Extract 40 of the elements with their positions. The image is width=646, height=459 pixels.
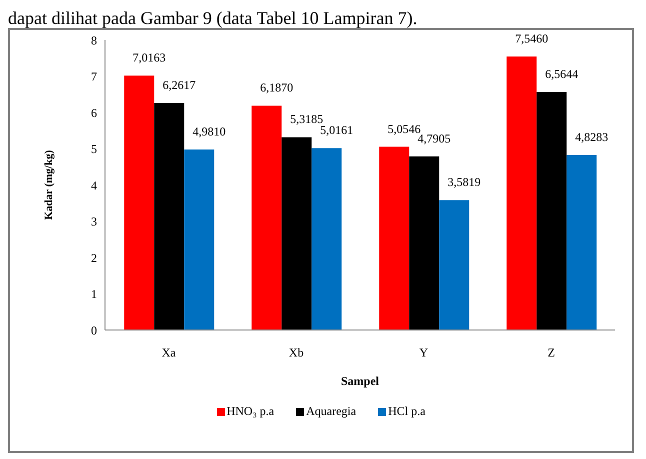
x-axis-title: Sampel — [340, 374, 380, 388]
data-label: 6,1870 — [260, 80, 294, 95]
bar — [506, 56, 537, 330]
x-tick-label: Xb — [288, 346, 304, 360]
data-label: 4,9810 — [192, 124, 226, 138]
bar — [312, 148, 342, 330]
bar — [282, 137, 312, 330]
data-label: 7,0163 — [132, 50, 166, 65]
y-tick-label: 3 — [91, 214, 97, 229]
y-tick-label: 2 — [91, 250, 97, 265]
bar — [566, 154, 597, 330]
bar — [124, 76, 154, 330]
y-tick-label: 7 — [91, 70, 97, 84]
y-tick-label: 5 — [91, 142, 97, 156]
bar — [252, 106, 282, 330]
text: dapat dilihat pada Gambar 9 (data Tabel 10 Lampiran 7). — [8, 8, 418, 28]
legend-label: HNO₃ p.a — [226, 404, 274, 419]
x-tick-label: Xa — [162, 346, 176, 360]
y-tick-label: 0 — [91, 323, 97, 338]
bar — [439, 200, 470, 330]
bar — [154, 103, 184, 330]
x-tick-label: Z — [548, 346, 555, 360]
bar — [184, 149, 214, 330]
data-label: 6,5644 — [545, 67, 578, 82]
data-label: 4,8283 — [575, 130, 608, 144]
x-tick-label: Y — [419, 346, 428, 360]
data-label: 5,0546 — [388, 122, 421, 136]
y-axis-title: Kadar (mg/kg) — [42, 150, 55, 220]
y-tick-label: 1 — [91, 287, 97, 302]
y-tick-label: 6 — [91, 106, 97, 120]
bar — [379, 146, 410, 330]
data-label: 6,2617 — [162, 78, 196, 92]
y-tick-label: 8 — [91, 33, 97, 48]
bar — [536, 92, 567, 330]
y-tick-label: 4 — [91, 178, 97, 192]
bar — [409, 156, 440, 330]
legend-label: Aquaregia — [306, 404, 356, 419]
data-label: 7,5460 — [515, 31, 548, 46]
data-label: 3,5819 — [448, 175, 481, 190]
legend-label: HCl p.a — [388, 404, 426, 419]
